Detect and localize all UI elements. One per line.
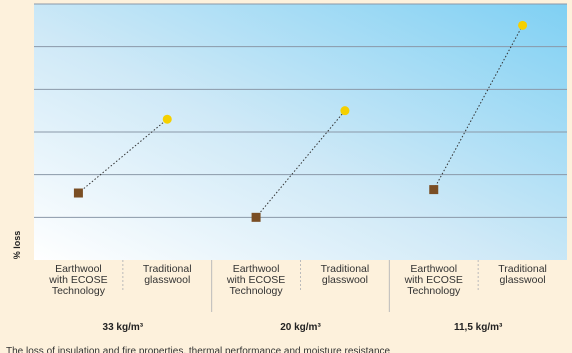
category-labels: Earthwool with ECOSE Technology Traditional… xyxy=(48,263,547,297)
circle-marker xyxy=(162,114,172,124)
gridlines xyxy=(34,3,567,218)
y-axis-label: % loss xyxy=(12,231,22,260)
category-label: Earthwool with ECOSE Technology xyxy=(226,263,285,297)
category-label: Traditional glasswool xyxy=(498,263,547,286)
group-label: 11,5 kg/m³ xyxy=(454,322,503,333)
category-label: Earthwool with ECOSE Technology xyxy=(48,263,107,297)
connector-line xyxy=(255,110,346,218)
square-marker xyxy=(251,212,261,222)
footer-caption: The loss of insulation and fire properti… xyxy=(6,346,391,353)
category-label: Earthwool with ECOSE Technology xyxy=(404,263,463,297)
circle-marker xyxy=(340,106,350,116)
square-marker xyxy=(429,185,439,195)
category-separators xyxy=(122,260,479,312)
connectors xyxy=(78,25,524,218)
category-label: Traditional glasswool xyxy=(321,263,370,286)
group-label: 20 kg/m³ xyxy=(280,322,321,333)
group-labels: 33 kg/m³ 20 kg/m³ 11,5 kg/m³ xyxy=(103,322,503,333)
circle-marker xyxy=(518,20,528,30)
group-label: 33 kg/m³ xyxy=(103,322,144,333)
category-label: Traditional glasswool xyxy=(143,263,192,286)
square-marker xyxy=(73,188,83,198)
data-points xyxy=(73,20,528,222)
